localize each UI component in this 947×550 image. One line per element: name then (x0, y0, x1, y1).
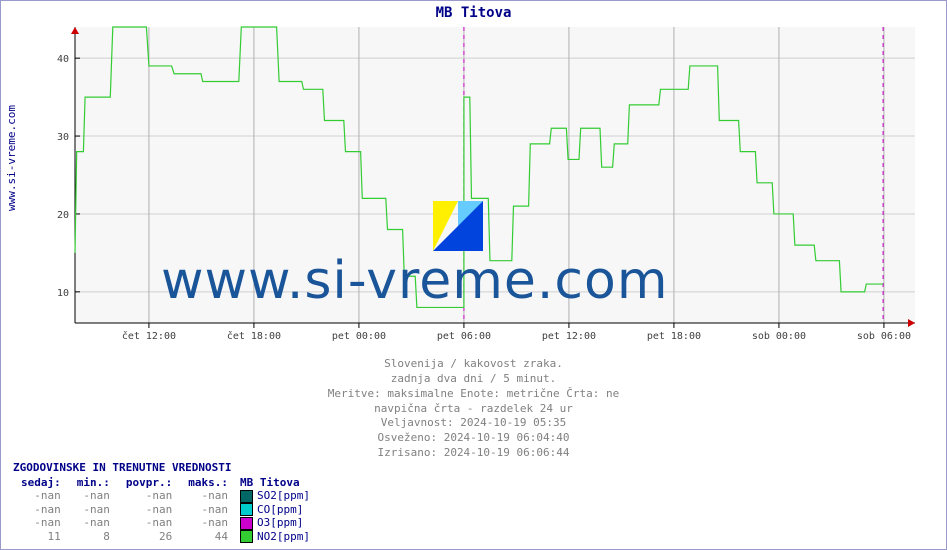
history-cell: -nan (180, 489, 236, 503)
history-block: ZGODOVINSKE IN TRENUTNE VREDNOSTI sedaj:… (13, 461, 318, 543)
metadata-block: Slovenija / kakovost zraka.zadnja dva dn… (1, 357, 946, 461)
table-row: 1182644 NO2[ppm] (13, 530, 318, 544)
svg-text:20: 20 (57, 210, 69, 221)
history-cell: -nan (118, 516, 180, 530)
metadata-line: zadnja dva dni / 5 minut. (1, 372, 946, 387)
watermark-text: www.si-vreme.com (161, 251, 669, 311)
svg-text:10: 10 (57, 288, 69, 299)
history-cell: 8 (69, 530, 118, 544)
history-cell: -nan (13, 516, 69, 530)
history-cell: -nan (180, 503, 236, 517)
history-table: sedaj:min.:povpr.:maks.:MB Titova-nan-na… (13, 476, 318, 543)
metadata-line: Osveženo: 2024-10-19 06:04:40 (1, 431, 946, 446)
history-station-header: MB Titova (236, 476, 318, 489)
svg-text:40: 40 (57, 54, 69, 65)
svg-text:pet 06:00: pet 06:00 (437, 331, 491, 341)
history-series-cell: O3[ppm] (236, 516, 318, 530)
metadata-line: Meritve: maksimalne Enote: metrične Črta… (1, 387, 946, 402)
legend-swatch-icon (240, 530, 253, 543)
legend-swatch-icon (240, 503, 253, 516)
svg-text:pet 12:00: pet 12:00 (542, 331, 596, 341)
history-cell: -nan (69, 489, 118, 503)
svg-text:sob 06:00: sob 06:00 (857, 331, 911, 341)
svg-text:pet 18:00: pet 18:00 (647, 331, 701, 341)
history-cell: 26 (118, 530, 180, 544)
watermark-logo-icon (433, 201, 483, 251)
history-cell: 11 (13, 530, 69, 544)
svg-text:pet 00:00: pet 00:00 (332, 331, 386, 341)
metadata-line: navpična črta - razdelek 24 ur (1, 402, 946, 417)
history-title: ZGODOVINSKE IN TRENUTNE VREDNOSTI (13, 461, 318, 474)
history-cell: -nan (69, 516, 118, 530)
history-cell: -nan (180, 516, 236, 530)
table-row: -nan-nan-nan-nanO3[ppm] (13, 516, 318, 530)
history-col-header: povpr.: (118, 476, 180, 489)
svg-text:sob 00:00: sob 00:00 (752, 331, 806, 341)
metadata-line: Slovenija / kakovost zraka. (1, 357, 946, 372)
history-cell: -nan (118, 489, 180, 503)
history-col-header: sedaj: (13, 476, 69, 489)
metadata-line: Veljavnost: 2024-10-19 05:35 (1, 416, 946, 431)
history-series-cell: SO2[ppm] (236, 489, 318, 503)
legend-swatch-icon (240, 490, 253, 503)
table-row: -nan-nan-nan-nanCO[ppm] (13, 503, 318, 517)
legend-label: CO[ppm] (257, 503, 303, 516)
history-cell: -nan (13, 489, 69, 503)
svg-text:30: 30 (57, 132, 69, 143)
history-cell: -nan (118, 503, 180, 517)
metadata-line: Izrisano: 2024-10-19 06:06:44 (1, 446, 946, 461)
history-col-header: maks.: (180, 476, 236, 489)
legend-label: SO2[ppm] (257, 489, 310, 502)
svg-text:čet 12:00: čet 12:00 (122, 330, 176, 341)
svg-text:čet 18:00: čet 18:00 (227, 330, 281, 341)
history-cell: 44 (180, 530, 236, 544)
history-col-header: min.: (69, 476, 118, 489)
y-axis-side-label: www.si-vreme.com (5, 105, 18, 211)
history-series-cell: CO[ppm] (236, 503, 318, 517)
legend-label: O3[ppm] (257, 516, 303, 529)
history-series-cell: NO2[ppm] (236, 530, 318, 544)
table-row: -nan-nan-nan-nanSO2[ppm] (13, 489, 318, 503)
legend-label: NO2[ppm] (257, 530, 310, 543)
chart-title: MB Titova (1, 1, 946, 21)
chart-container: MB Titova www.si-vreme.com 10 20 30 40 čet 1… (0, 0, 947, 550)
history-cell: -nan (13, 503, 69, 517)
legend-swatch-icon (240, 517, 253, 530)
history-cell: -nan (69, 503, 118, 517)
